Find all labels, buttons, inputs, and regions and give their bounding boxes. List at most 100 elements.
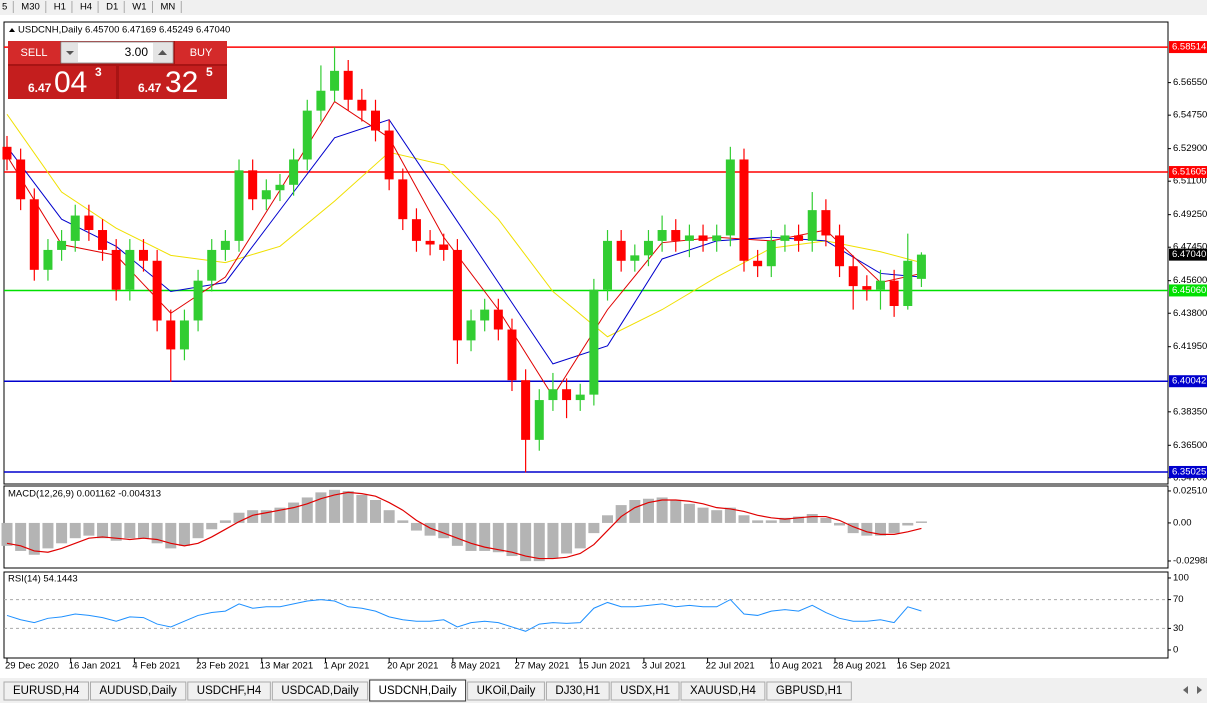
macd-bar [752,520,764,523]
tab-frame[interactable] [369,679,467,702]
candle-body [357,99,367,111]
y-tick-label: 6.45600 [1173,275,1207,286]
candle-body [425,240,435,245]
macd-bar [1,522,13,546]
symbol-tab[interactable]: XAUUSD,H4 [690,685,756,697]
tab-frame[interactable] [89,681,187,701]
candle-body [657,230,667,241]
y-tick-label: 0.025108 [1173,485,1207,496]
level-price-box [1169,284,1207,297]
symbol-tab[interactable]: UKOil,Daily [477,685,536,697]
candle-body [862,286,872,290]
x-tick-label: 23 Feb 2021 [196,661,249,672]
volume-value[interactable]: 3.00 [125,45,149,59]
bid-box[interactable] [8,66,116,99]
x-tick-label: 13 Mar 2021 [260,661,313,672]
level-price-box [1169,166,1207,179]
ask-big: 6.47 [138,81,162,95]
timeframe-button[interactable]: 5 [2,2,7,13]
symbol-tab[interactable]: USDCHF,H4 [197,685,262,697]
panel-frame [3,485,1169,569]
bid-pips: 04 [54,66,87,99]
macd-bar [888,522,900,534]
level-price-label: 6.40042 [1172,376,1206,387]
y-tick-label: -0.029888 [1173,555,1207,566]
macd-bar [711,510,723,523]
symbol-tab[interactable]: AUDUSD,Daily [99,685,177,697]
candle-body [548,389,558,401]
candle-body [739,159,749,261]
y-tick-label: 6.56550 [1173,77,1207,88]
symbol-tab[interactable]: USDCNH,Daily [379,685,457,697]
symbol-tab[interactable]: GBPUSD,H1 [776,685,842,697]
tab-scroll-left[interactable] [1183,686,1188,694]
x-tick-label: 1 Apr 2021 [323,661,369,672]
candle-body [70,215,80,241]
macd-bar [124,522,136,539]
timeframe-button[interactable]: M30 [21,2,39,13]
tab-frame[interactable] [680,681,766,701]
y-tick-label: 6.47450 [1173,242,1207,253]
macd-bar [779,517,791,523]
macd-bar [424,522,436,536]
macd-bar [834,522,846,526]
buy-button[interactable] [175,41,227,64]
macd-bar [301,497,313,523]
chart-area: 6.565506.547506.529006.511006.492506.474… [1,21,1207,672]
symbol-tab[interactable]: DJ30,H1 [555,685,600,697]
candle-body [848,266,858,287]
buy-label[interactable]: BUY [190,47,213,59]
symbol-tab[interactable]: USDCAD,Daily [281,685,359,697]
tab-frame[interactable] [545,681,610,701]
timeframe-button[interactable]: MN [161,2,176,13]
macd-bar [670,500,682,523]
macd-bar [902,522,914,526]
sell-button[interactable] [8,41,60,64]
macd-bar [547,522,559,559]
candle-body [84,215,94,231]
macd-bar [820,517,832,523]
symbol-tab[interactable]: EURUSD,H4 [13,685,80,697]
timeframe-toolbar [0,0,1207,15]
candle-body [16,159,26,200]
candle-body [302,110,312,160]
level-price-box [1169,41,1207,54]
y-tick-label: 6.51100 [1173,176,1207,187]
timeframe-button[interactable]: H4 [80,2,92,13]
macd-signal [6,491,922,560]
symbol-toggle[interactable] [9,28,15,32]
tab-frame[interactable] [3,681,89,701]
candle-body [766,240,776,267]
last-price-label: 6.47040 [1172,249,1206,260]
rsi-line [6,598,922,632]
candle-body [821,210,831,236]
candle-body [725,159,735,236]
candle-body [125,249,135,290]
ask-fraction: 5 [206,65,213,79]
x-tick-label: 15 Jun 2021 [578,661,630,672]
tab-scroll-right[interactable] [1197,686,1202,694]
timeframe-button[interactable]: D1 [106,2,118,13]
tab-frame[interactable] [271,681,369,701]
ask-box[interactable] [119,66,227,99]
candle-body [630,255,640,261]
y-tick-label: 6.49250 [1173,209,1207,220]
tab-frame[interactable] [187,681,271,701]
symbol-tab[interactable]: USDX,H1 [620,685,670,697]
tab-frame[interactable] [766,681,852,701]
candle-body [780,235,790,241]
timeframe-button[interactable]: H1 [54,2,66,13]
timeframe-button[interactable]: W1 [132,2,146,13]
macd-bar [15,522,27,551]
tab-frame[interactable] [467,681,545,701]
y-tick-label: 6.41950 [1173,341,1207,352]
candle-body [289,159,299,185]
macd-bar [329,489,341,523]
macd-bar [97,522,109,539]
y-tick-label: 6.36500 [1173,440,1207,451]
macd-bar [260,510,272,523]
macd-bar [738,515,750,523]
tab-frame[interactable] [610,681,680,701]
sell-label[interactable]: SELL [21,47,48,59]
volume-input[interactable] [60,41,174,64]
